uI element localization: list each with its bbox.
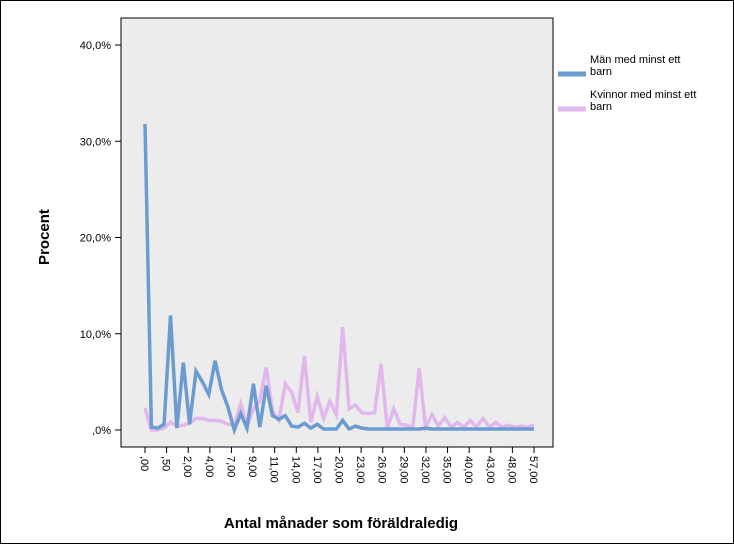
legend-label: Män med minst ett barn [590, 54, 680, 78]
x-tick-label: 57,00 [527, 456, 539, 484]
x-axis: ,00 ,50 2,00 4,00 7,00 9,00 11,00 14,00 17,00 20,… [138, 447, 539, 484]
x-tick-label: 48,00 [505, 456, 517, 484]
series-line [143, 123, 534, 436]
x-tick-label: 11,00 [268, 456, 280, 483]
x-axis-title: Antal månader som föräldraledig [224, 515, 458, 532]
x-tick-label: 23,00 [354, 456, 366, 484]
x-tick-label: 43,00 [484, 456, 496, 484]
x-tick-label: 14,00 [289, 456, 301, 484]
x-tick-label: ,00 [138, 456, 150, 471]
series-line [143, 326, 535, 434]
series-layer [143, 123, 535, 436]
x-tick-label: 26,00 [376, 456, 388, 484]
x-tick-label: ,50 [160, 456, 172, 471]
y-tick-label: 10,0% [80, 329, 111, 341]
x-tick-label: 35,00 [441, 456, 453, 484]
x-tick-label: 2,00 [181, 456, 193, 477]
x-tick-label: 20,00 [333, 456, 345, 484]
x-tick-label: 4,00 [203, 456, 215, 477]
y-tick-label: 20,0% [80, 233, 111, 245]
legend-label: Kvinnor med minst ett barn [590, 89, 696, 113]
x-tick-label: 9,00 [246, 456, 258, 477]
y-tick-label: 40,0% [80, 40, 111, 52]
y-axis-title: Procent [36, 209, 53, 265]
x-tick-label: 7,00 [224, 456, 236, 477]
x-tick-label: 32,00 [419, 456, 431, 484]
y-tick-label: ,0% [92, 425, 111, 437]
y-axis: 40,0% 30,0% 20,0% 10,0% ,0% [80, 40, 121, 437]
y-tick-label: 30,0% [80, 136, 111, 148]
x-tick-label: 29,00 [397, 456, 409, 484]
plot-area [120, 17, 554, 448]
legend: Män med minst ett barn Kvinnor med minst e… [558, 54, 696, 113]
x-tick-label: 17,00 [311, 456, 323, 484]
x-tick-label: 40,00 [462, 456, 474, 484]
